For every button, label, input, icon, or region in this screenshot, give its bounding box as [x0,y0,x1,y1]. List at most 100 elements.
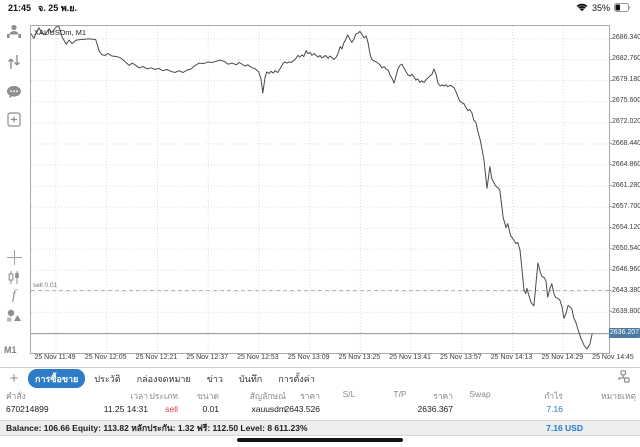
panel-divider [0,367,640,368]
price-axis-label: 2668.440 [612,139,640,147]
time-axis-label: 25 Nov 13:57 [439,354,482,361]
position-size: 0.01 [202,404,219,414]
time-axis-label: 25 Nov 13:25 [338,354,381,361]
home-indicator[interactable] [237,438,403,442]
col-tp: T/P [393,389,407,399]
price-tick [609,58,612,60]
left-toolbar: f M1 [0,16,29,368]
indicator-f-icon[interactable]: f [12,288,16,303]
col-size: ขนาด [197,391,219,401]
price-axis-label: 2646.960 [612,265,640,273]
objects-icon[interactable] [4,305,24,325]
price-axis-label: 2664.860 [612,160,640,168]
current-price-badge: 2636.207 [609,327,640,338]
position-time: 11.25 14:31 [103,404,148,414]
position-open-price: 2643.526 [284,404,320,414]
price-axis-label: 2672.020 [612,118,640,126]
chat-icon[interactable] [4,82,24,102]
position-profit: 7.16 [546,404,563,414]
trade-table-header: คำสั่ง เวลา ประเภท ขนาด สัญลักษณ์ ราคา S… [0,389,640,404]
price-axis-label: 2686.340 [612,34,640,42]
price-axis-label: 2650.540 [612,244,640,252]
position-type: sell [165,404,178,414]
col-type: ประเภท [149,391,178,401]
account-summary-bar: Balance: 106.66 Equity: 113.82 หลักประกั… [0,420,640,436]
time-axis-label: 25 Nov 12:37 [186,354,229,361]
price-tick [609,100,612,102]
col-open-price: ราคา [300,391,320,401]
price-tick [609,143,612,144]
timeframe-button[interactable]: M1 [4,345,17,355]
account-stats-icon[interactable] [4,21,24,41]
time-axis-label: 25 Nov 14:45 [592,354,634,361]
candlestick-icon[interactable] [4,267,24,287]
sort-icon[interactable] [616,369,630,388]
price-axis-label: 2657.700 [612,202,640,210]
price-tick [609,269,612,271]
status-time-date: 21:45 จ. 25 พ.ย. [8,1,84,15]
col-swap: Swap [469,389,491,399]
col-order: คำสั่ง [6,391,26,401]
time-axis: 25 Nov 11:49 25 Nov 12:05 25 Nov 12:21 25 N… [30,354,633,366]
chart-canvas[interactable] [31,26,609,353]
price-tick [609,227,612,229]
position-row[interactable]: 670214899 11.25 14:31 sell 0.01 xauusdm … [0,404,640,419]
time-axis-label: 25 Nov 13:41 [389,354,431,361]
price-tick [609,37,612,39]
price-tick [609,206,612,208]
tab-settings[interactable]: การตั้งค่า [278,373,315,384]
price-tick [609,290,612,292]
status-date: จ. 25 พ.ย. [38,3,78,13]
price-tick [609,121,612,123]
position-order: 670214899 [6,404,49,414]
price-axis-label: 2675.600 [612,97,640,105]
add-order-button[interactable]: + [9,369,19,387]
col-comment: หมายเหตุ [601,391,636,401]
price-axis-label: 2654.120 [612,223,640,231]
col-symbol: สัญลักษณ์ [249,391,286,401]
price-tick [609,311,612,313]
col-price: ราคา [433,391,453,401]
price-tick [609,79,612,81]
tab-mailbox[interactable]: กล่องจดหมาย [136,373,191,384]
time-axis-label: 25 Nov 12:05 [84,354,127,361]
price-axis-label: 2679.180 [612,76,640,84]
tab-journal[interactable]: บันทึก [238,373,263,384]
col-profit: กำไร [544,391,563,401]
col-time: เวลา [130,391,148,401]
bottom-tab-bar: + การซื้อขาย ประวัติ กล่องจดหมาย ข่าว บั… [0,369,640,388]
total-profit: 7.16 USD [546,423,583,433]
price-axis-label: 2661.280 [612,181,640,189]
battery-percent: 35% [591,3,610,13]
time-axis-label: 25 Nov 14:13 [490,354,533,361]
price-axis-label: 2682.760 [612,55,640,63]
time-axis-label: 25 Nov 14:29 [541,354,584,361]
tab-news[interactable]: ข่าว [206,373,223,384]
time-axis-label: 25 Nov 13:09 [287,354,330,361]
price-chart[interactable]: XAUUSDm, M1 sell 0.01 [30,25,610,354]
status-bar: 21:45 จ. 25 พ.ย. 35% [0,0,640,16]
status-time: 21:45 [8,3,32,13]
new-order-icon[interactable] [4,109,24,129]
position-price: 2636.367 [417,404,453,414]
chart-symbol-label: XAUUSDm, M1 [34,28,87,37]
battery-icon [614,2,632,14]
wifi-icon [576,3,588,14]
tab-history[interactable]: ประวัติ [94,373,121,384]
updown-arrows-icon[interactable] [4,52,24,72]
balance-text: Balance: 106.66 Equity: 113.82 หลักประกั… [6,423,308,433]
tab-trade[interactable]: การซื้อขาย [28,369,86,388]
time-axis-label: 25 Nov 12:21 [135,354,178,361]
crosshair-icon[interactable] [4,247,24,267]
time-axis-label: 25 Nov 11:49 [34,354,76,361]
price-axis-label: 2643.380 [612,286,640,294]
price-tick [609,248,612,250]
price-axis: 2686.340 2682.760 2679.180 2675.600 2672.020… [609,25,640,352]
position-symbol: xauusdm [251,404,287,414]
price-tick [609,185,612,187]
sell-position-label: sell 0.01 [33,281,58,289]
col-sl: S/L [342,389,356,399]
time-axis-label: 25 Nov 12:53 [237,354,279,361]
price-axis-label: 2639.800 [612,307,640,315]
price-tick [609,164,612,165]
